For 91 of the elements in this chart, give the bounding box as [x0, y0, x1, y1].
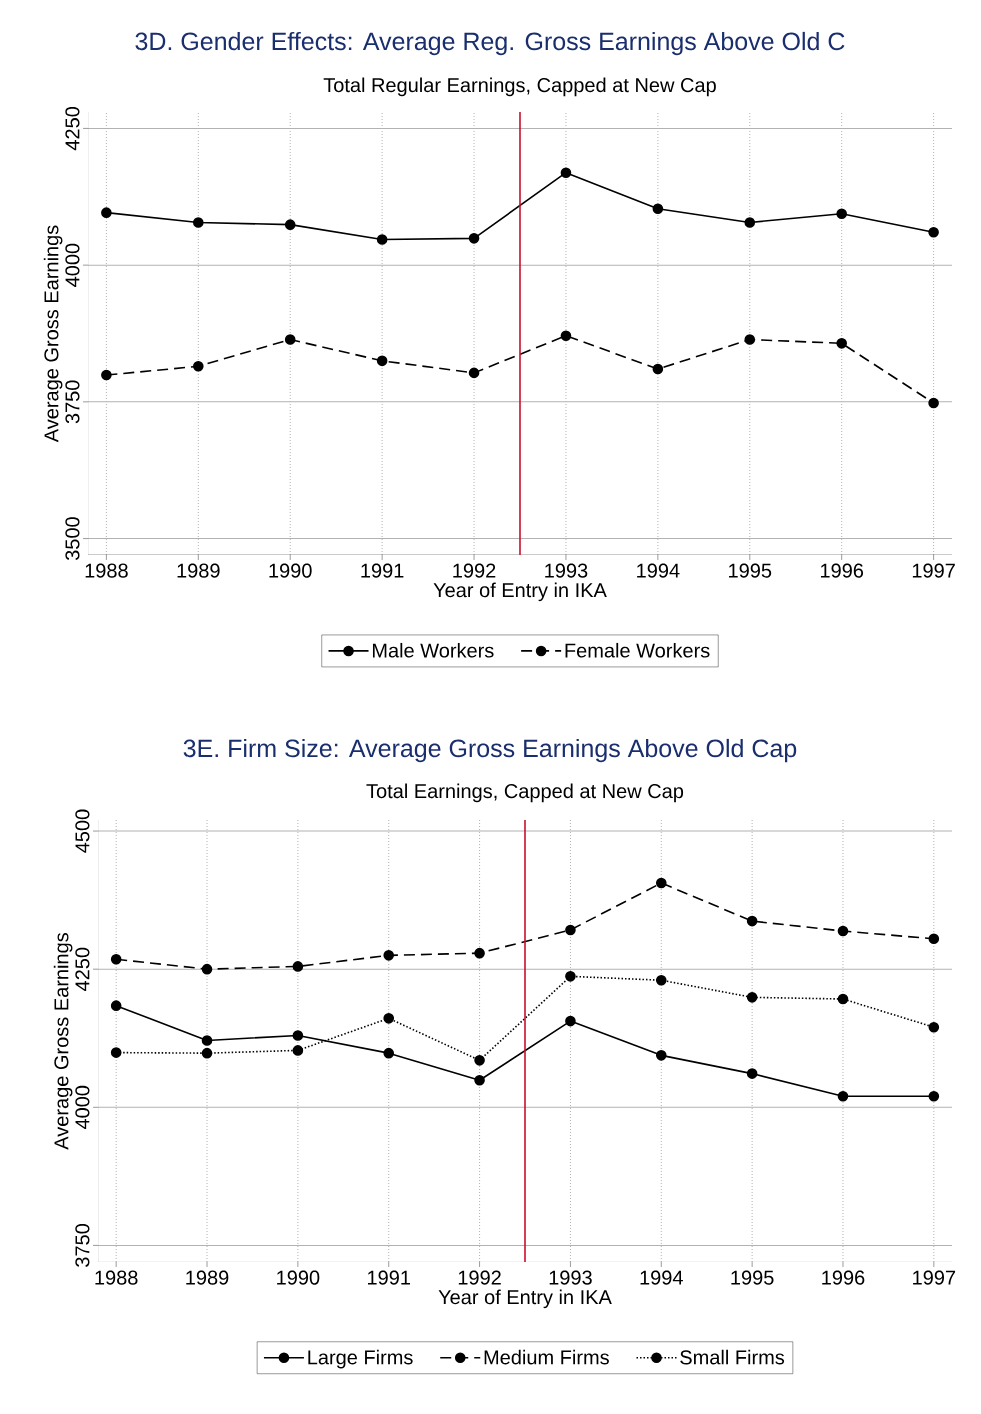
x-tick-label: 1989 — [186, 1270, 229, 1285]
x-tick-label: 1996 — [820, 563, 864, 578]
point — [110, 1000, 122, 1011]
point — [101, 369, 112, 381]
legend-label: Small Firms — [680, 1349, 785, 1365]
x-tick-label: 1997 — [913, 1270, 956, 1285]
point — [836, 208, 847, 220]
point — [193, 361, 204, 372]
point — [560, 167, 572, 179]
point — [201, 963, 213, 975]
point — [110, 1047, 122, 1058]
chart-subtitle: Total Earnings, Capped at New Cap — [366, 783, 684, 803]
x-tick-label: 1988 — [85, 563, 128, 578]
point — [837, 925, 849, 937]
point — [383, 1013, 395, 1024]
chart-title: 3E. Firm Size: Average Gross Earnings Above Old Cap — [183, 738, 797, 763]
point — [474, 1074, 485, 1086]
point — [655, 877, 667, 889]
x-tick-label: 1990 — [269, 563, 312, 578]
legend-label: Medium Firms — [484, 1349, 609, 1365]
legend-label: Large Firms — [308, 1349, 413, 1369]
point — [101, 207, 112, 218]
point — [652, 363, 664, 375]
point — [652, 203, 664, 215]
point — [376, 234, 388, 245]
point — [565, 971, 576, 982]
x-axis-title: Year of Entry in IKA — [433, 582, 607, 602]
point — [201, 1047, 213, 1059]
point — [836, 338, 847, 349]
x-tick-label: 1988 — [95, 1270, 138, 1285]
point — [284, 219, 296, 230]
point — [383, 950, 395, 961]
point — [928, 397, 939, 409]
point — [468, 367, 480, 379]
point — [383, 1047, 395, 1059]
point — [928, 227, 939, 238]
point — [746, 915, 758, 927]
x-tick-label: 1994 — [637, 563, 680, 578]
point — [928, 1090, 940, 1102]
x-tick-label: 1997 — [912, 563, 955, 578]
y-tick-label: 3750 — [75, 1223, 90, 1267]
y-tick-label: 4000 — [75, 1085, 90, 1130]
y-tick-label: 4500 — [75, 809, 90, 853]
y-tick-label: 3750 — [65, 380, 80, 424]
point — [292, 1030, 304, 1041]
x-tick-label: 1995 — [729, 563, 772, 578]
x-tick-label: 1989 — [177, 563, 220, 578]
point — [201, 1035, 213, 1046]
point — [746, 992, 758, 1003]
point — [655, 974, 667, 986]
point — [474, 1055, 485, 1066]
point — [655, 1050, 667, 1061]
point — [292, 1045, 304, 1056]
chart-title: 3D. Gender Effects: Average Reg. Gross Earnings Above Old C — [135, 31, 845, 56]
point — [746, 1068, 758, 1079]
point — [565, 924, 576, 936]
y-tick-label: 4250 — [75, 947, 90, 991]
x-tick-label: 1991 — [361, 563, 404, 578]
point — [284, 334, 296, 345]
y-axis-title: Average Gross Earnings — [43, 225, 63, 443]
x-tick-label: 1994 — [640, 1270, 683, 1285]
point — [468, 233, 480, 244]
x-tick-label: 1990 — [277, 1270, 320, 1285]
x-axis-title: Year of Entry in IKA — [438, 1289, 612, 1309]
point — [837, 993, 849, 1005]
y-axis-title: Average Gross Earnings — [53, 933, 73, 1150]
point — [565, 1015, 576, 1027]
chart-subtitle: Total Regular Earnings, Capped at New Cap — [323, 77, 716, 97]
point — [292, 961, 304, 972]
point — [560, 330, 572, 341]
y-tick-label: 4000 — [65, 243, 80, 287]
point — [474, 947, 485, 959]
y-tick-label: 3500 — [65, 517, 80, 561]
x-tick-label: 1995 — [731, 1270, 774, 1285]
point — [376, 355, 388, 367]
point — [744, 334, 756, 345]
point — [837, 1090, 849, 1102]
point — [110, 953, 122, 965]
legend-label: Female Workers — [565, 642, 710, 658]
legend-label: Male Workers — [372, 642, 494, 658]
point — [193, 217, 204, 228]
x-tick-label: 1992 — [458, 1270, 501, 1285]
x-tick-label: 1993 — [545, 563, 588, 578]
point — [928, 933, 940, 945]
point — [744, 217, 756, 228]
point — [928, 1021, 940, 1033]
x-tick-label: 1992 — [453, 563, 496, 578]
x-tick-label: 1993 — [549, 1270, 592, 1285]
y-tick-label: 4250 — [65, 106, 80, 151]
x-tick-label: 1996 — [822, 1270, 865, 1285]
x-tick-label: 1991 — [368, 1270, 410, 1285]
